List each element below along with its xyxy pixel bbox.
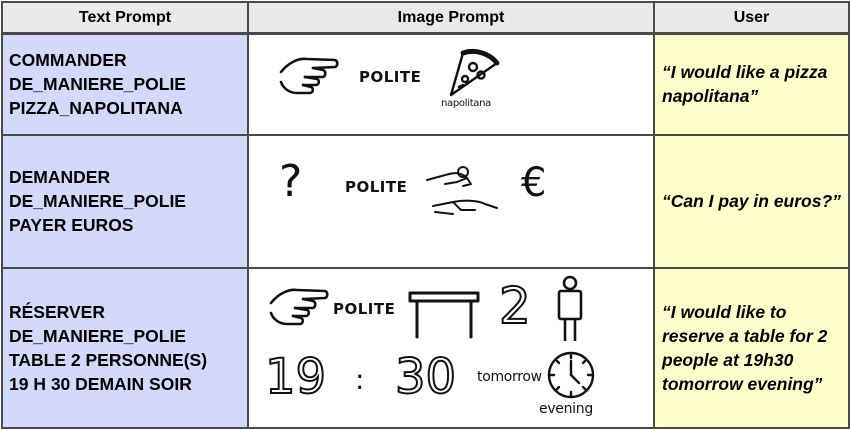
tomorrow-pictogram: tomorrow [477,368,542,385]
user-utterance-cell: “I would like a pizza napolitana” [653,32,850,136]
colon-pictogram: : [355,362,365,396]
polite-pictogram: POLITE [345,177,408,196]
nineteen-pictogram: 19 [264,348,327,406]
polite-pictogram: POLITE [333,299,396,318]
text-prompt-cell: COMMANDER DE_MANIERE_POLIE PIZZA_NAPOLIT… [1,32,249,136]
text-prompt-line: PIZZA_NAPOLITANA [9,98,183,119]
two-pictogram: 2 [498,276,532,336]
user-utterance-cell: “Can I pay in euros?” [653,133,850,269]
text-prompt-line: RÉSERVER [9,301,105,322]
table-row: RÉSERVER DE_MANIERE_POLIE TABLE 2 PERSON… [1,266,850,429]
payment-hands-icon [426,165,498,215]
text-prompt-cell: DEMANDER DE_MANIERE_POLIE PAYER EUROS [1,133,249,269]
header-text-prompt: Text Prompt [1,1,249,35]
image-prompt-cell: ? POLITE € [247,133,655,269]
text-prompt-line: DE_MANIERE_POLIE [9,191,186,211]
evening-pictogram: evening [539,400,593,417]
polite-pictogram: POLITE [359,68,422,86]
pointing-hand-icon [279,57,339,95]
image-prompt-cell: POLITE napolitana [247,32,655,136]
table-row: COMMANDER DE_MANIERE_POLIE PIZZA_NAPOLIT… [1,32,850,136]
user-utterance-cell: “I would like to reserve a table for 2 p… [653,266,850,429]
text-prompt-line: PAYER EUROS [9,215,134,235]
table-icon [408,291,480,338]
question-mark-pictogram: ? [279,155,303,207]
text-prompt-cell: RÉSERVER DE_MANIERE_POLIE TABLE 2 PERSON… [1,266,249,429]
pointing-hand-icon [269,288,329,325]
text-prompt-line: DE_MANIERE_POLIE [9,74,186,95]
text-prompt-line: DEMANDER [9,167,111,187]
text-prompt-line: TABLE 2 PERSONNE(S) [9,349,208,370]
euro-pictogram: € [521,159,547,206]
image-prompt-cell: POLITE 2 [247,266,655,429]
text-prompt-line: DE_MANIERE_POLIE [9,325,186,346]
thirty-pictogram: 30 [394,348,457,406]
header-image-prompt: Image Prompt [247,1,655,35]
text-prompt-line: 19 H 30 DEMAIN SOIR [9,373,192,394]
pizza-slice-icon [449,48,500,97]
napolitana-label: napolitana [441,98,492,109]
header-row: Text Prompt Image Prompt User [1,1,850,35]
header-user: User [653,1,850,35]
table-row: DEMANDER DE_MANIERE_POLIE PAYER EUROS ? … [1,133,850,269]
person-icon [557,275,583,341]
clock-icon [547,351,595,398]
text-prompt-line: COMMANDER [9,50,127,71]
